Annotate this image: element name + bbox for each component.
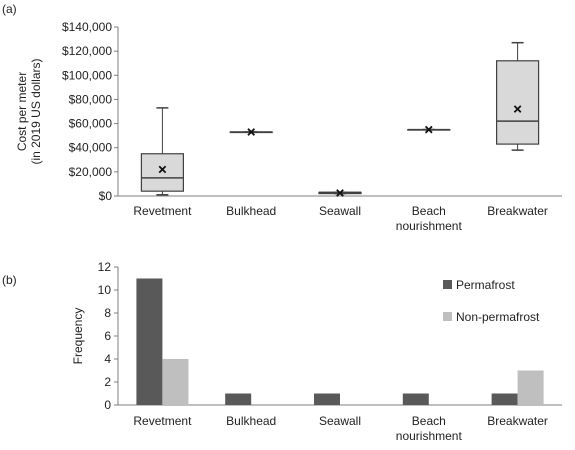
x-tick-label-line: Breakwater bbox=[487, 204, 548, 218]
legend-swatch-non-permafrost bbox=[443, 312, 452, 321]
bar-permafrost-beach-nourishment bbox=[402, 393, 429, 405]
x-tick-label-line: Revetment bbox=[133, 204, 192, 218]
bar-non-permafrost-breakwater bbox=[517, 370, 544, 405]
bar-permafrost-revetment bbox=[136, 278, 163, 405]
legend-swatch-permafrost bbox=[443, 280, 452, 289]
y-tick-label: $40,000 bbox=[69, 141, 113, 155]
y-tick-label: 10 bbox=[98, 283, 112, 297]
bar-permafrost-bulkhead bbox=[225, 393, 252, 405]
x-tick-label-line: Bulkhead bbox=[226, 414, 276, 428]
frequency-bar-chart: 0 2 4 6 8 10 12 Frequency Revetment Bulkhead Seawa… bbox=[71, 260, 562, 443]
iqr-box bbox=[496, 60, 540, 145]
legend-label-non-permafrost: Non-permafrost bbox=[456, 310, 540, 324]
mean-marker bbox=[336, 189, 344, 197]
box-breakwater bbox=[496, 41, 540, 151]
mean-marker bbox=[247, 128, 256, 136]
x-tick-label-breakwater: Breakwater bbox=[487, 414, 548, 428]
mean-marker bbox=[424, 125, 433, 134]
y-tick-label: 8 bbox=[104, 306, 111, 320]
y-axis-label-line: (in 2019 US dollars) bbox=[29, 58, 43, 164]
mean-marker bbox=[158, 165, 167, 174]
x-tick-label-line: nourishment bbox=[396, 429, 463, 443]
box-plot-chart: $0 $20,000 $40,000 $60,000 $80,000 $100,000 $1… bbox=[15, 20, 562, 233]
x-tick-label-seawall: Seawall bbox=[319, 204, 361, 218]
bar-permafrost-seawall bbox=[314, 393, 340, 405]
y-tick-label: $60,000 bbox=[69, 117, 113, 131]
legend-label-permafrost: Permafrost bbox=[456, 278, 515, 292]
y-tick-label: 4 bbox=[104, 352, 111, 366]
y-tick-label: 6 bbox=[104, 329, 111, 343]
panel-a-label: (a) bbox=[2, 2, 17, 16]
y-tick-label: $0 bbox=[99, 189, 113, 203]
x-tick-label-bulkhead: Bulkhead bbox=[226, 204, 276, 218]
y-tick-label: $20,000 bbox=[69, 165, 113, 179]
bar-non-permafrost-revetment bbox=[162, 359, 189, 405]
x-tick-label-beach-nourishment: Beach nourishment bbox=[396, 204, 463, 233]
x-tick-label-line: Bulkhead bbox=[226, 204, 276, 218]
mean-marker bbox=[513, 105, 522, 113]
x-tick-label-line: Beach bbox=[412, 204, 446, 218]
y-axis-label: Frequency bbox=[71, 308, 85, 365]
bar-permafrost-breakwater bbox=[491, 393, 518, 405]
x-tick-label-line: Seawall bbox=[319, 414, 361, 428]
x-tick-label-bulkhead: Bulkhead bbox=[226, 414, 276, 428]
x-tick-label-line: nourishment bbox=[396, 219, 463, 233]
box-beach-nourishment bbox=[407, 125, 451, 134]
y-axis-label-line: Cost per meter bbox=[15, 72, 29, 151]
box-bulkhead bbox=[229, 128, 273, 136]
y-tick-label: $120,000 bbox=[62, 44, 112, 58]
box-revetment bbox=[140, 107, 184, 196]
x-tick-label-line: Seawall bbox=[319, 204, 361, 218]
x-tick-label-breakwater: Breakwater bbox=[487, 204, 548, 218]
x-tick-label-line: Breakwater bbox=[487, 414, 548, 428]
iqr-box bbox=[140, 153, 184, 192]
y-axis-label: Cost per meter(in 2019 US dollars) bbox=[15, 58, 43, 164]
x-tick-label-revetment: Revetment bbox=[133, 204, 192, 218]
y-tick-label: $140,000 bbox=[62, 20, 112, 34]
y-tick-label: $100,000 bbox=[62, 68, 112, 82]
panel-b-label: (b) bbox=[2, 273, 17, 287]
y-tick-label: $80,000 bbox=[69, 92, 113, 106]
y-tick-label: 12 bbox=[98, 260, 112, 274]
x-tick-label-seawall: Seawall bbox=[319, 414, 361, 428]
x-tick-label-line: Revetment bbox=[133, 414, 192, 428]
box-seawall bbox=[318, 189, 362, 197]
x-tick-label-revetment: Revetment bbox=[133, 414, 192, 428]
y-tick-label: 2 bbox=[104, 375, 111, 389]
x-tick-label-line: Beach bbox=[412, 414, 446, 428]
x-tick-label-beach-nourishment: Beach nourishment bbox=[396, 414, 463, 443]
y-tick-label: 0 bbox=[104, 398, 111, 412]
